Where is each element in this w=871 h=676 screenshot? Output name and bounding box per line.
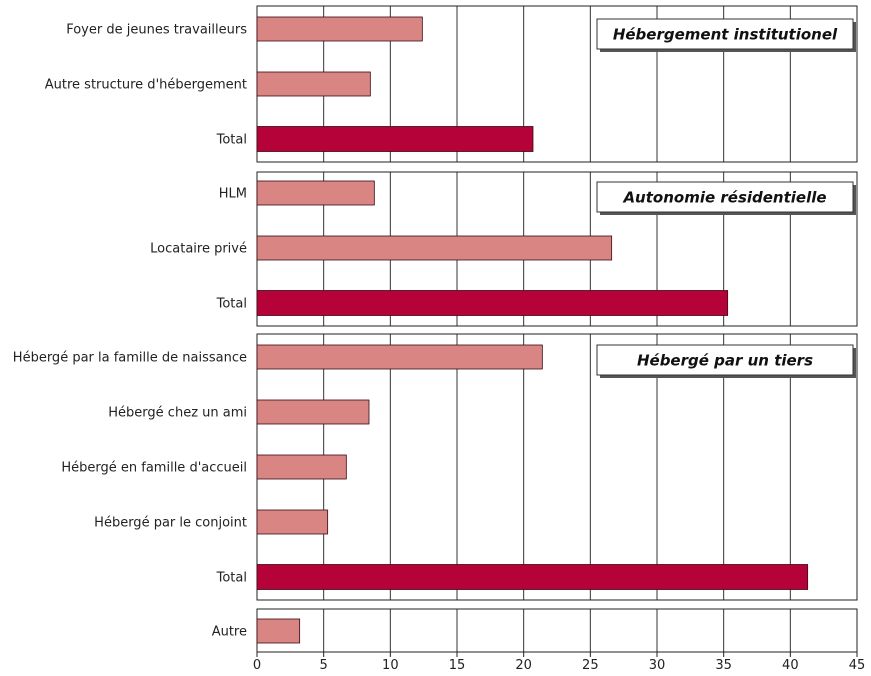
category-label: Hébergé par le conjoint xyxy=(94,516,247,531)
bar xyxy=(257,400,369,424)
bar xyxy=(257,17,422,41)
bar xyxy=(257,345,542,369)
total-bar xyxy=(257,291,728,316)
bar xyxy=(257,181,374,205)
tick-label: 5 xyxy=(320,658,328,673)
bar xyxy=(257,236,612,260)
category-label: Locataire privé xyxy=(150,242,247,257)
group-title: Autonomie résidentielle xyxy=(622,189,826,207)
category-label: Total xyxy=(216,133,247,148)
category-label: HLM xyxy=(219,187,247,202)
panel-3: Hébergé par la famille de naissance Héber… xyxy=(13,334,857,600)
tick-label: 10 xyxy=(382,658,399,673)
category-label: Foyer de jeunes travailleurs xyxy=(66,23,247,38)
tick-label: 25 xyxy=(582,658,599,673)
total-bar xyxy=(257,565,808,590)
chart-panels: Foyer de jeunes travailleurs Autre struct… xyxy=(13,6,857,652)
category-label: Total xyxy=(216,571,247,586)
category-label: Hébergé chez un ami xyxy=(108,406,247,421)
panel-2: HLM Locataire privé Total Autonomie résiden… xyxy=(150,172,857,326)
bar xyxy=(257,455,346,479)
group-title: Hébergé par un tiers xyxy=(637,352,813,370)
tick-label: 35 xyxy=(715,658,732,673)
category-label: Hébergé par la famille de naissance xyxy=(13,351,247,366)
tick-label: 30 xyxy=(649,658,666,673)
total-bar xyxy=(257,127,533,152)
group-title: Hébergement institutionel xyxy=(613,26,838,44)
x-axis: 0 5 10 15 20 25 30 35 40 45 xyxy=(253,652,865,673)
category-label: Autre xyxy=(212,625,247,640)
category-label: Total xyxy=(216,297,247,312)
category-label: Hébergé en famille d'accueil xyxy=(61,461,247,476)
bar xyxy=(257,619,300,643)
panel-1: Foyer de jeunes travailleurs Autre struct… xyxy=(45,6,857,162)
bar xyxy=(257,72,370,96)
bar xyxy=(257,510,328,534)
category-label: Autre structure d'hébergement xyxy=(45,78,247,93)
panel-frame xyxy=(257,609,857,652)
tick-label: 15 xyxy=(449,658,466,673)
tick-label: 20 xyxy=(515,658,532,673)
panel-4: Autre xyxy=(212,609,857,652)
tick-label: 40 xyxy=(782,658,799,673)
tick-label: 45 xyxy=(849,658,866,673)
tick-label: 0 xyxy=(253,658,261,673)
